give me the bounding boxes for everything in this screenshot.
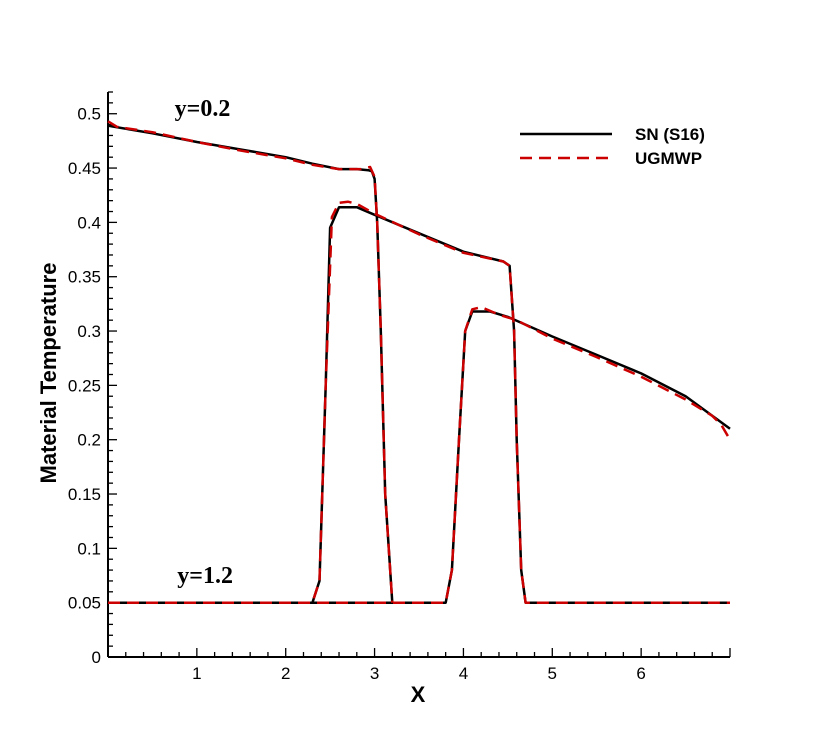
series-line-sn-1 (107, 124, 394, 603)
y-tick-label: 0 (92, 648, 101, 667)
x-axis-title: X (411, 682, 426, 707)
series-line-sn-3 (108, 310, 731, 604)
x-tick-label: 6 (636, 664, 645, 683)
series-line-ugmwp-2 (108, 200, 730, 604)
series-line-ugmwp-1 (107, 120, 394, 603)
x-tick-label: 1 (192, 664, 201, 683)
legend-label-sn: SN (S16) (635, 125, 705, 144)
y-tick-label: 0.35 (68, 268, 101, 287)
annotation-label: y=0.2 (175, 96, 231, 122)
y-tick-label: 0.25 (68, 376, 101, 395)
series-lines (107, 120, 732, 604)
annotation-label: y=1.2 (177, 563, 233, 589)
y-tick-label: 0.15 (68, 485, 101, 504)
y-tick-label: 0.5 (77, 105, 101, 124)
x-tick-label: 5 (548, 664, 557, 683)
series-line-sn-2 (108, 205, 730, 604)
tick-labels: 0 0.05 0.1 0.15 0.2 0.25 0.3 0.35 0.4 0.45 0.5 1 2 3 4… (68, 105, 646, 683)
x-tick-label: 4 (459, 664, 468, 683)
y-axis-title: Material Temperature (36, 263, 61, 484)
legend: SN (S16) UGMWP (520, 125, 705, 168)
x-tick-label: 3 (370, 664, 379, 683)
y-tick-label: 0.45 (68, 159, 101, 178)
y-tick-label: 0.2 (77, 431, 101, 450)
y-tick-label: 0.3 (77, 322, 101, 341)
series-line-ugmwp-3 (108, 305, 732, 604)
x-tick-label: 2 (281, 664, 290, 683)
y-tick-label: 0.1 (77, 539, 101, 558)
annotations: y=0.2 y=1.2 (175, 96, 233, 589)
y-tick-label: 0.4 (77, 213, 101, 232)
tick-marks (107, 91, 731, 658)
y-tick-label: 0.05 (68, 594, 101, 613)
legend-label-ugmwp: UGMWP (635, 149, 702, 168)
